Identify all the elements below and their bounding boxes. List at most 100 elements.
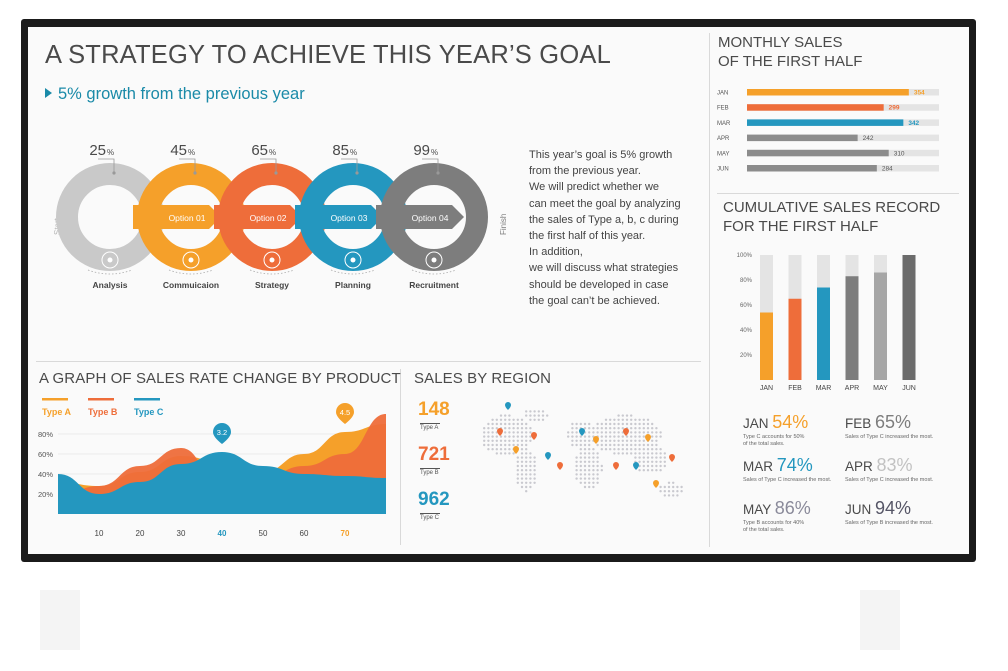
map-dot xyxy=(646,422,650,426)
cumulative-bar xyxy=(845,276,859,380)
region-title: SALES BY REGION xyxy=(414,370,552,387)
map-dot xyxy=(520,477,524,480)
map-dot xyxy=(638,452,641,455)
y-tick-label: 20% xyxy=(740,353,753,359)
map-dot xyxy=(630,448,633,451)
stat-note: Sales of Type C increased the most. xyxy=(845,434,935,441)
map-dot xyxy=(646,460,650,463)
map-dot xyxy=(651,431,654,434)
step-label: Commuicaion xyxy=(163,280,219,290)
map-dot xyxy=(621,422,624,426)
map-dot xyxy=(583,460,587,463)
map-dot xyxy=(663,456,666,459)
map-dot xyxy=(508,422,511,426)
bar-value-label: 299 xyxy=(889,105,900,112)
world-map xyxy=(483,402,683,497)
leader-dot xyxy=(436,171,440,175)
cumulative-sales-chart: 20% 40% 60% 80% 100% JAN FEB MAR APR MAY JUN xyxy=(737,253,916,392)
map-dot xyxy=(663,485,666,489)
stat-month: MAR xyxy=(743,459,777,474)
percent-leader xyxy=(260,158,277,173)
map-dot xyxy=(600,464,603,468)
map-dot xyxy=(567,435,570,438)
map-dot xyxy=(525,410,528,413)
map-dot xyxy=(491,448,494,451)
stat-value: 65% xyxy=(875,412,912,432)
map-dot xyxy=(525,414,528,417)
map-dot xyxy=(609,435,612,438)
map-dot xyxy=(592,460,595,463)
map-dot xyxy=(592,427,595,430)
percent-leader xyxy=(422,158,439,173)
map-pin-icon xyxy=(579,428,585,436)
map-dot xyxy=(592,431,595,434)
map-dot xyxy=(613,427,616,430)
map-dot xyxy=(646,448,650,451)
map-dot xyxy=(525,422,528,426)
map-dot xyxy=(655,439,658,442)
y-tick-label: 20% xyxy=(38,490,53,499)
percent-leader xyxy=(341,158,358,173)
map-dot xyxy=(529,431,532,434)
map-dot xyxy=(508,435,511,438)
map-dot xyxy=(659,490,662,493)
map-dot xyxy=(592,452,595,455)
stat-mar: MAR 74% Sales of Type C increased the mos… xyxy=(743,455,833,484)
map-dot xyxy=(529,464,532,468)
map-dot xyxy=(634,448,637,451)
map-dot xyxy=(625,422,629,426)
step-percent: 85 xyxy=(332,142,349,159)
map-dot xyxy=(583,439,587,442)
step-percent-unit: % xyxy=(107,148,114,157)
goal-description: This year’s goal is 5% growth from the pr… xyxy=(529,147,704,309)
map-dot xyxy=(512,422,515,426)
map-dot xyxy=(634,456,637,459)
description-line: from the previous year. xyxy=(529,165,641,178)
monthly-bar xyxy=(747,104,884,111)
stat-feb: FEB 65% Sales of Type C increased the mos… xyxy=(845,412,935,441)
map-pin-icon xyxy=(593,436,599,444)
map-dot xyxy=(512,418,515,421)
map-dot xyxy=(638,431,641,434)
leader-dot xyxy=(193,171,197,175)
map-dot xyxy=(630,439,633,442)
map-dot xyxy=(512,452,515,455)
map-dot xyxy=(533,481,536,484)
map-dot xyxy=(529,452,532,455)
leader-dot xyxy=(112,171,116,175)
y-tick-label: 60% xyxy=(38,450,53,459)
map-dot xyxy=(646,464,650,468)
monthly-sales-title-line2: OF THE FIRST HALF xyxy=(718,53,863,70)
stat-value: 54% xyxy=(772,412,809,432)
map-dot xyxy=(583,443,587,447)
page-subtitle: 5% growth from the previous year xyxy=(45,85,305,104)
map-dot xyxy=(592,481,595,484)
page-title: A STRATEGY TO ACHIEVE THIS YEAR’S GOAL xyxy=(45,41,611,69)
map-dot xyxy=(588,435,591,438)
map-dot xyxy=(520,460,524,463)
map-dot xyxy=(638,469,641,472)
map-dot xyxy=(642,448,645,451)
map-dot xyxy=(575,427,578,430)
month-label: MAR xyxy=(717,121,731,127)
description-line: we will discuss what strategies xyxy=(529,262,679,275)
map-dot xyxy=(609,431,612,434)
map-dot xyxy=(483,439,486,442)
map-dot xyxy=(487,427,490,430)
map-dot xyxy=(533,464,536,468)
divider-horizontal-middle xyxy=(36,361,701,362)
map-dot xyxy=(575,469,578,472)
map-dot xyxy=(617,427,620,430)
map-dot xyxy=(588,464,591,468)
map-dot xyxy=(592,464,595,468)
monthly-bar xyxy=(747,89,909,96)
map-pin-icon xyxy=(513,446,519,454)
map-dot xyxy=(642,443,645,447)
map-dot xyxy=(630,422,633,426)
map-dot xyxy=(516,443,519,447)
legend-swatch xyxy=(42,398,68,401)
map-dot xyxy=(625,452,629,455)
map-dot xyxy=(663,460,666,463)
map-dot xyxy=(495,435,498,438)
map-dot xyxy=(625,435,629,438)
